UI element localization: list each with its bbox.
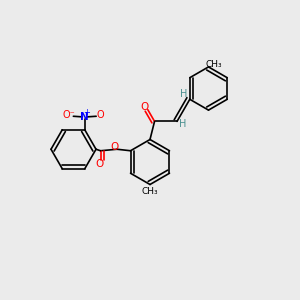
Text: O: O xyxy=(95,159,103,169)
Text: N: N xyxy=(80,112,89,122)
Text: CH₃: CH₃ xyxy=(142,187,158,196)
Text: +: + xyxy=(83,108,90,117)
Text: O: O xyxy=(97,110,104,120)
Text: O: O xyxy=(110,142,118,152)
Text: O⁻: O⁻ xyxy=(63,110,76,120)
Text: H: H xyxy=(179,89,187,99)
Text: O: O xyxy=(141,102,149,112)
Text: H: H xyxy=(179,119,187,129)
Text: CH₃: CH₃ xyxy=(206,60,222,69)
